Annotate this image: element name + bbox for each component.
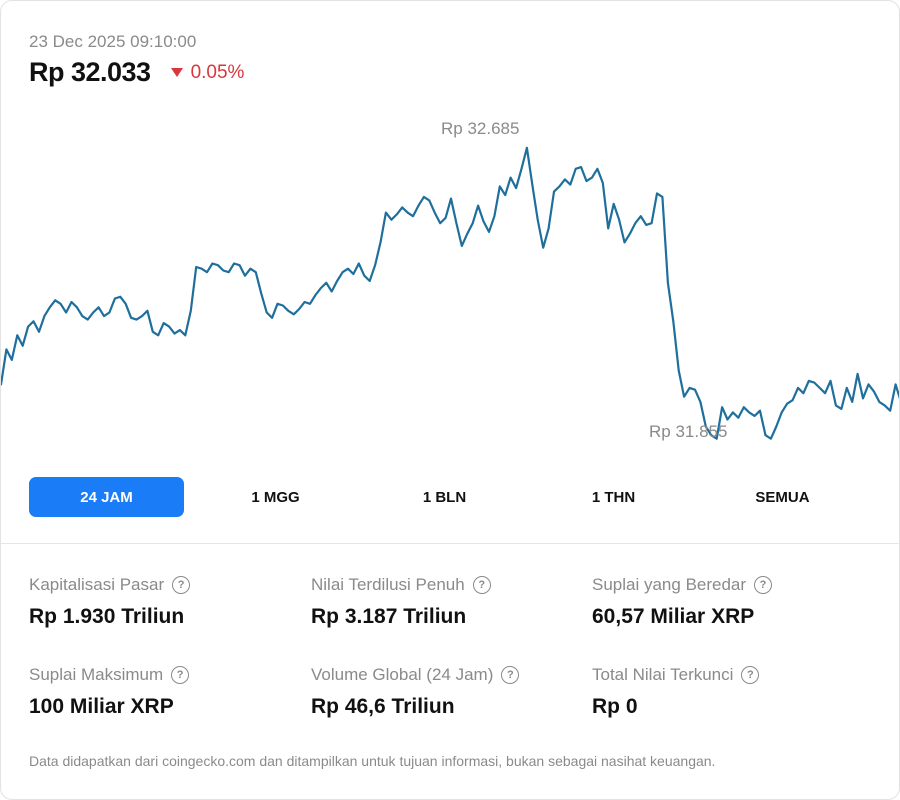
triangle-down-icon — [170, 68, 183, 77]
stat-value: Rp 3.187 Triliun — [311, 605, 467, 628]
disclaimer: Data didapatkan dari coingecko.com dan d… — [29, 753, 716, 769]
stat-value: Rp 0 — [592, 695, 638, 718]
price-line — [1, 146, 899, 440]
question-circle-icon[interactable]: ? — [754, 576, 773, 594]
stat-circulating-supply: Suplai yang Beredar? 60,57 Miliar XRP — [592, 575, 862, 629]
stat-label: Total Nilai Terkunci — [592, 665, 734, 684]
question-circle-icon[interactable]: ? — [501, 666, 520, 684]
stat-label: Nilai Terdilusi Penuh — [311, 575, 465, 594]
price-change: 0.05% — [170, 61, 245, 84]
stat-label: Suplai yang Beredar — [592, 575, 747, 594]
stat-max-supply: Suplai Maksimum? 100 Miliar XRP — [29, 665, 299, 719]
stat-fully-diluted-value: Nilai Terdilusi Penuh? Rp 3.187 Triliun — [311, 575, 581, 629]
stat-label: Kapitalisasi Pasar — [29, 575, 165, 594]
tab-1-thn[interactable]: 1 THN — [591, 488, 636, 506]
price-row: Rp 32.033 0.05% — [29, 57, 244, 88]
stat-label: Volume Global (24 Jam) — [311, 665, 494, 684]
chart-low-label: Rp 31.855 — [649, 422, 728, 441]
question-circle-icon[interactable]: ? — [472, 576, 491, 594]
question-circle-icon[interactable]: ? — [171, 666, 190, 684]
chart-high-label: Rp 32.685 — [441, 119, 520, 138]
stat-value: 60,57 Miliar XRP — [592, 605, 755, 628]
current-price: Rp 32.033 — [29, 57, 151, 87]
stat-total-value-locked: Total Nilai Terkunci? Rp 0 — [592, 665, 862, 719]
question-circle-icon[interactable]: ? — [741, 666, 760, 684]
tab-24-jam[interactable]: 24 JAM — [29, 477, 184, 517]
stat-value: 100 Miliar XRP — [29, 695, 174, 718]
tab-semua[interactable]: SEMUA — [755, 488, 810, 506]
price-change-value: 0.05% — [190, 61, 245, 83]
question-circle-icon[interactable]: ? — [172, 576, 191, 594]
price-chart-svg[interactable] — [1, 111, 900, 451]
price-chart[interactable] — [1, 111, 900, 451]
tab-1-bln[interactable]: 1 BLN — [422, 488, 467, 506]
price-timestamp: 23 Dec 2025 09:10:00 — [29, 32, 197, 51]
stat-market-cap: Kapitalisasi Pasar? Rp 1.930 Triliun — [29, 575, 299, 629]
stat-label: Suplai Maksimum — [29, 665, 164, 684]
timeframe-tabs: 24 JAM 1 MGG 1 BLN 1 THN SEMUA — [29, 477, 873, 517]
stat-value: Rp 1.930 Triliun — [29, 605, 185, 628]
tab-1-mgg[interactable]: 1 MGG — [251, 488, 300, 506]
stat-global-volume: Volume Global (24 Jam)? Rp 46,6 Triliun — [311, 665, 581, 719]
divider — [1, 543, 899, 544]
stat-value: Rp 46,6 Triliun — [311, 695, 455, 718]
